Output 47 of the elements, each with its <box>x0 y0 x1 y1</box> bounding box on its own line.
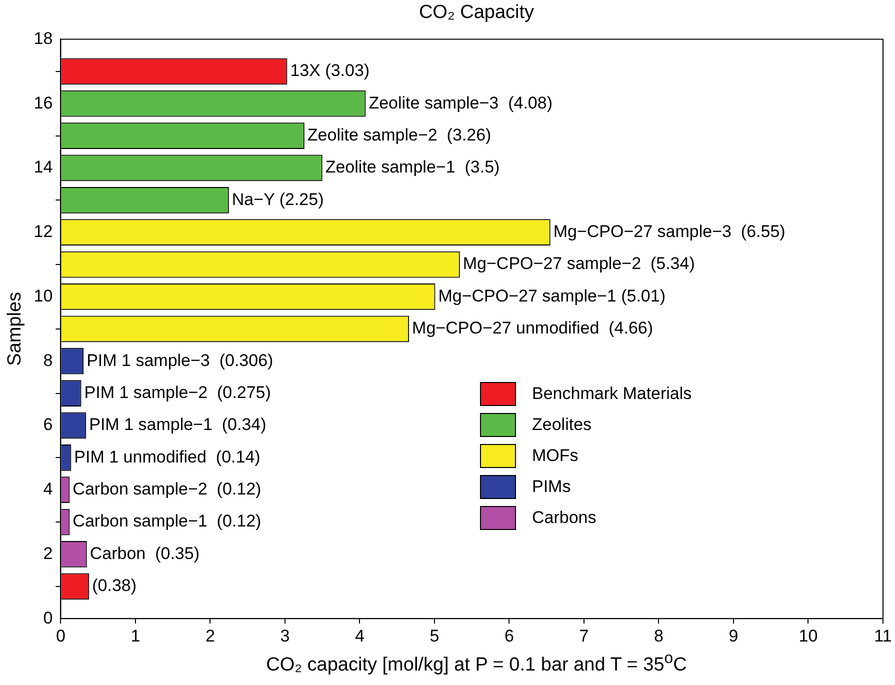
x-tick-label: 6 <box>504 626 514 646</box>
data-label: Mg−CPO−27 sample−2 (5.34) <box>462 254 695 274</box>
data-label: Carbon sample−1 (0.12) <box>72 512 262 531</box>
data-label: Zeolite sample−3 (4.08) <box>368 93 552 112</box>
y-tick-label: 14 <box>34 158 53 177</box>
data-label: Mg−CPO−27 sample−3 (6.55) <box>553 222 786 242</box>
data-label: Mg−CPO−27 unmodified (4.66) <box>412 318 654 338</box>
data-label: PIM 1 sample−3 (0.306) <box>86 350 274 370</box>
data-label: PIM 1 unmodified (0.14) <box>74 447 260 466</box>
y-tick-label: 0 <box>43 608 53 628</box>
x-tick-label: 1 <box>130 626 140 646</box>
x-tick-label: 11 <box>874 626 892 646</box>
y-tick-label: 10 <box>34 286 53 306</box>
y-tick-label: 8 <box>43 350 53 370</box>
y-tick-label: 4 <box>43 480 53 499</box>
data-label: 13X (3.03) <box>290 61 370 80</box>
y-tick-label: 6 <box>43 415 53 434</box>
x-tick-label: 4 <box>354 626 364 646</box>
data-label: Na−Y (2.25) <box>232 190 324 209</box>
x-tick-label: 0 <box>56 626 66 646</box>
y-tick-label: 18 <box>34 28 53 48</box>
data-label: Mg−CPO−27 sample−1 (5.01) <box>438 286 666 306</box>
data-label: Zeolite sample−1 (3.5) <box>325 158 500 177</box>
legend-label: Zeolites <box>532 414 592 434</box>
y-tick-label: 16 <box>34 93 53 112</box>
legend-label: Carbons <box>532 508 596 528</box>
data-label: PIM 1 sample−2 (0.275) <box>84 382 271 402</box>
data-label: Carbon (0.35) <box>90 544 200 563</box>
x-tick-label: 5 <box>430 626 440 646</box>
legend-label: MOFs <box>532 446 578 466</box>
x-tick-label: 7 <box>579 626 589 646</box>
x-axis-title: CO₂ capacity [mol/kg] at P = 0.1 bar and T = 35$^{o}$C <box>265 650 688 676</box>
data-label: PIM 1 sample−1 (0.34) <box>89 415 266 434</box>
chart-title: CO₂ Capacity <box>418 2 536 24</box>
legend-label: Benchmark Materials <box>532 384 692 404</box>
data-label: Carbon sample−2 (0.12) <box>72 480 262 499</box>
y-tick-label: 12 <box>34 222 53 242</box>
x-tick-label: 2 <box>205 626 215 646</box>
data-label: Zeolite sample−2 (3.26) <box>307 125 492 144</box>
y-tick-label: 2 <box>43 544 53 563</box>
legend-label: PIMs <box>532 476 571 496</box>
x-tick-label: 10 <box>798 626 818 646</box>
data-label: (0.38) <box>92 576 137 596</box>
x-tick-label: 3 <box>280 626 290 646</box>
x-tick-label: 9 <box>728 626 738 646</box>
x-tick-label: 8 <box>654 626 664 646</box>
y-axis-title: Samples <box>4 292 26 366</box>
